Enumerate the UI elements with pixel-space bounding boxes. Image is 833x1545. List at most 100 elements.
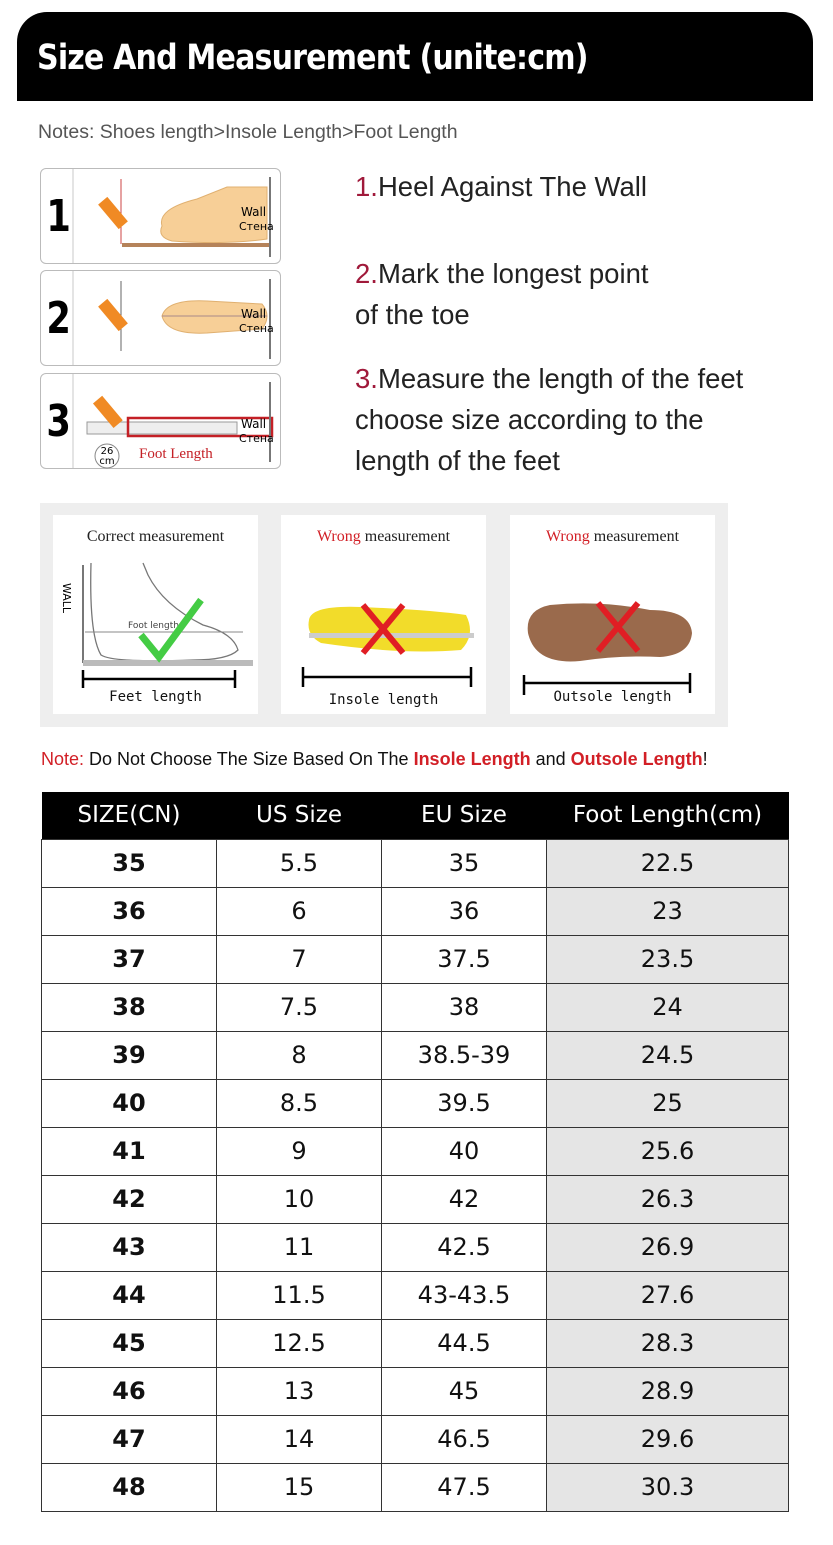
- table-row: 40 8.5 39.5 25: [41, 1078, 789, 1128]
- table-cell: 11.5: [216, 1270, 382, 1320]
- table-cell: 45: [41, 1318, 217, 1368]
- table-cell: 47.5: [381, 1462, 547, 1512]
- table-cell: 44: [41, 1270, 217, 1320]
- table-cell: 39: [41, 1030, 217, 1080]
- table-cell: 41: [41, 1126, 217, 1176]
- table-cell: 30.3: [546, 1462, 789, 1512]
- table-cell: 13: [216, 1366, 382, 1416]
- table-cell: 14: [216, 1414, 382, 1464]
- table-cell: 35: [381, 838, 547, 888]
- svg-text:Wall: Wall: [241, 417, 266, 431]
- step-2-box: 2 Wall Стена: [40, 270, 281, 366]
- svg-text:Стена: Стена: [239, 220, 274, 233]
- notes: Notes: Shoes length>Insole Length>Foot L…: [38, 121, 458, 143]
- table-cell: 28.9: [546, 1366, 789, 1416]
- instruction-2: 2.Mark the longest point of the toe: [355, 258, 649, 330]
- table-row: 45 12.5 44.5 28.3: [41, 1318, 789, 1368]
- table-cell: 12.5: [216, 1318, 382, 1368]
- table-cell: 36: [381, 886, 547, 936]
- table-row: 43 11 42.5 26.9: [41, 1222, 789, 1272]
- correct-foot-illustration: WALL Foot length: [60, 562, 253, 688]
- table-cell: 46: [41, 1366, 217, 1416]
- table-cell: 36: [41, 886, 217, 936]
- table-cell: 6: [216, 886, 382, 936]
- table-cell: 24: [546, 982, 789, 1032]
- table-cell: 42: [41, 1174, 217, 1224]
- page-header: Size And Measurement (unite:cm): [17, 12, 813, 101]
- x-icon: [595, 601, 641, 653]
- svg-text:Стена: Стена: [239, 432, 274, 445]
- step-number: 3: [45, 374, 74, 468]
- table-cell: 25.6: [546, 1126, 789, 1176]
- table-row: 41 9 40 25.6: [41, 1126, 789, 1176]
- table-cell: 37: [41, 934, 217, 984]
- table-row: 38 7.5 38 24: [41, 982, 789, 1032]
- table-row: 35 5.5 35 22.5: [41, 838, 789, 888]
- table-cell: 5.5: [216, 838, 382, 888]
- table-cell: 10: [216, 1174, 382, 1224]
- table-cell: 9: [216, 1126, 382, 1176]
- table-row: 37 7 37.5 23.5: [41, 934, 789, 984]
- pencil-icon: [98, 298, 128, 332]
- measurement-panel: Correct measurement WALL Foot length Fee…: [40, 503, 728, 727]
- table-cell: 38: [381, 982, 547, 1032]
- page-title: Size And Measurement (unite:cm): [37, 38, 588, 78]
- table-cell: 38.5-39: [381, 1030, 547, 1080]
- step-3-box: 3 26 cm Foot Length Wall Стена: [40, 373, 281, 469]
- table-cell: 25: [546, 1078, 789, 1128]
- table-cell: 15: [216, 1462, 382, 1512]
- table-cell: 40: [381, 1126, 547, 1176]
- table-cell: 44.5: [381, 1318, 547, 1368]
- svg-text:Wall: Wall: [241, 205, 266, 219]
- size-table: SIZE(CN) US Size EU Size Foot Length(cm) 35…: [41, 792, 789, 1512]
- column-header: EU Size: [381, 792, 547, 839]
- table-cell: 37.5: [381, 934, 547, 984]
- table-cell: 27.6: [546, 1270, 789, 1320]
- table-cell: 42.5: [381, 1222, 547, 1272]
- table-cell: 24.5: [546, 1030, 789, 1080]
- table-cell: 28.3: [546, 1318, 789, 1368]
- table-cell: 7: [216, 934, 382, 984]
- wall-label: WALL: [60, 583, 73, 614]
- table-row: 44 11.5 43-43.5 27.6: [41, 1270, 789, 1320]
- size-note: Note: Do Not Choose The Size Based On Th…: [41, 749, 708, 769]
- outsole-wrong-card: Wrong measurement Outsole length: [510, 515, 715, 714]
- outsole-illustration: [522, 601, 692, 695]
- pencil-icon: [92, 395, 123, 428]
- table-row: 36 6 36 23: [41, 886, 789, 936]
- instruction-3: 3.Measure the length of the feet choose s…: [355, 363, 744, 476]
- table-cell: 40: [41, 1078, 217, 1128]
- table-cell: 29.6: [546, 1414, 789, 1464]
- x-icon: [360, 603, 406, 655]
- svg-text:Стена: Стена: [239, 322, 274, 335]
- ruler-value: 26: [101, 446, 114, 457]
- table-cell: 35: [41, 838, 217, 888]
- table-cell: 8: [216, 1030, 382, 1080]
- correct-measurement-card: Correct measurement WALL Foot length Fee…: [53, 515, 258, 714]
- table-cell: 46.5: [381, 1414, 547, 1464]
- step-1-box: 1 Wall Стена: [40, 168, 281, 264]
- table-cell: 23.5: [546, 934, 789, 984]
- table-cell: 26.3: [546, 1174, 789, 1224]
- step-number: 1: [45, 169, 74, 263]
- svg-text:Wall: Wall: [241, 307, 266, 321]
- table-cell: 11: [216, 1222, 382, 1272]
- table-row: 48 15 47.5 30.3: [41, 1462, 789, 1512]
- ruler-unit: cm: [99, 456, 114, 467]
- table-cell: 43-43.5: [381, 1270, 547, 1320]
- table-row: 46 13 45 28.9: [41, 1366, 789, 1416]
- table-row: 42 10 42 26.3: [41, 1174, 789, 1224]
- table-row: 39 8 38.5-39 24.5: [41, 1030, 789, 1080]
- table-cell: 23: [546, 886, 789, 936]
- table-row: 47 14 46.5 29.6: [41, 1414, 789, 1464]
- pencil-icon: [98, 196, 128, 230]
- table-cell: 48: [41, 1462, 217, 1512]
- svg-text:Foot length: Foot length: [128, 621, 179, 631]
- foot-length-label: Foot Length: [139, 446, 213, 462]
- step-number: 2: [45, 271, 74, 365]
- column-header: Foot Length(cm): [546, 792, 789, 839]
- insole-illustration: [301, 603, 474, 687]
